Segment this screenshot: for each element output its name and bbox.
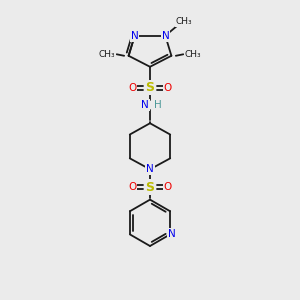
Text: S: S [146, 81, 154, 94]
Text: H: H [154, 100, 162, 110]
Text: N: N [146, 164, 154, 174]
Text: CH₃: CH₃ [99, 50, 115, 59]
Text: O: O [164, 182, 172, 192]
Text: S: S [146, 181, 154, 194]
Text: CH₃: CH₃ [185, 50, 201, 59]
Text: CH₃: CH₃ [176, 17, 192, 26]
Text: N: N [162, 31, 169, 41]
Text: N: N [141, 100, 149, 110]
Text: O: O [164, 82, 172, 93]
Text: N: N [131, 31, 138, 41]
Text: O: O [128, 182, 136, 192]
Text: N: N [168, 230, 176, 239]
Text: O: O [128, 82, 136, 93]
